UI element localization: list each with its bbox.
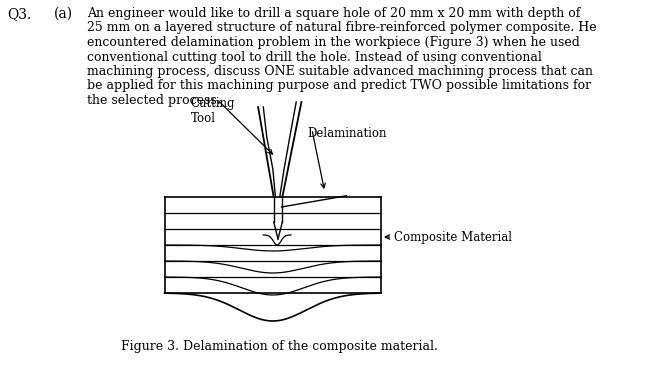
Text: the selected process.: the selected process. [87, 94, 220, 107]
Text: Cutting
Tool: Cutting Tool [191, 97, 235, 125]
Text: machining process, discuss ONE suitable advanced machining process that can: machining process, discuss ONE suitable … [87, 65, 592, 78]
Text: (a): (a) [54, 7, 73, 21]
Text: Q3.: Q3. [7, 7, 31, 21]
Text: Delamination: Delamination [307, 127, 387, 140]
Text: conventional cutting tool to drill the hole. Instead of using conventional: conventional cutting tool to drill the h… [87, 51, 541, 63]
Text: Figure 3. Delamination of the composite material.: Figure 3. Delamination of the composite … [121, 340, 438, 353]
Text: An engineer would like to drill a square hole of 20 mm x 20 mm with depth of: An engineer would like to drill a square… [87, 7, 580, 20]
Text: Composite Material: Composite Material [394, 231, 512, 243]
Text: 25 mm on a layered structure of natural fibre-reinforced polymer composite. He: 25 mm on a layered structure of natural … [87, 21, 596, 34]
Text: be applied for this machining purpose and predict TWO possible limitations for: be applied for this machining purpose an… [87, 80, 590, 93]
Text: encountered delamination problem in the workpiece (Figure 3) when he used: encountered delamination problem in the … [87, 36, 579, 49]
